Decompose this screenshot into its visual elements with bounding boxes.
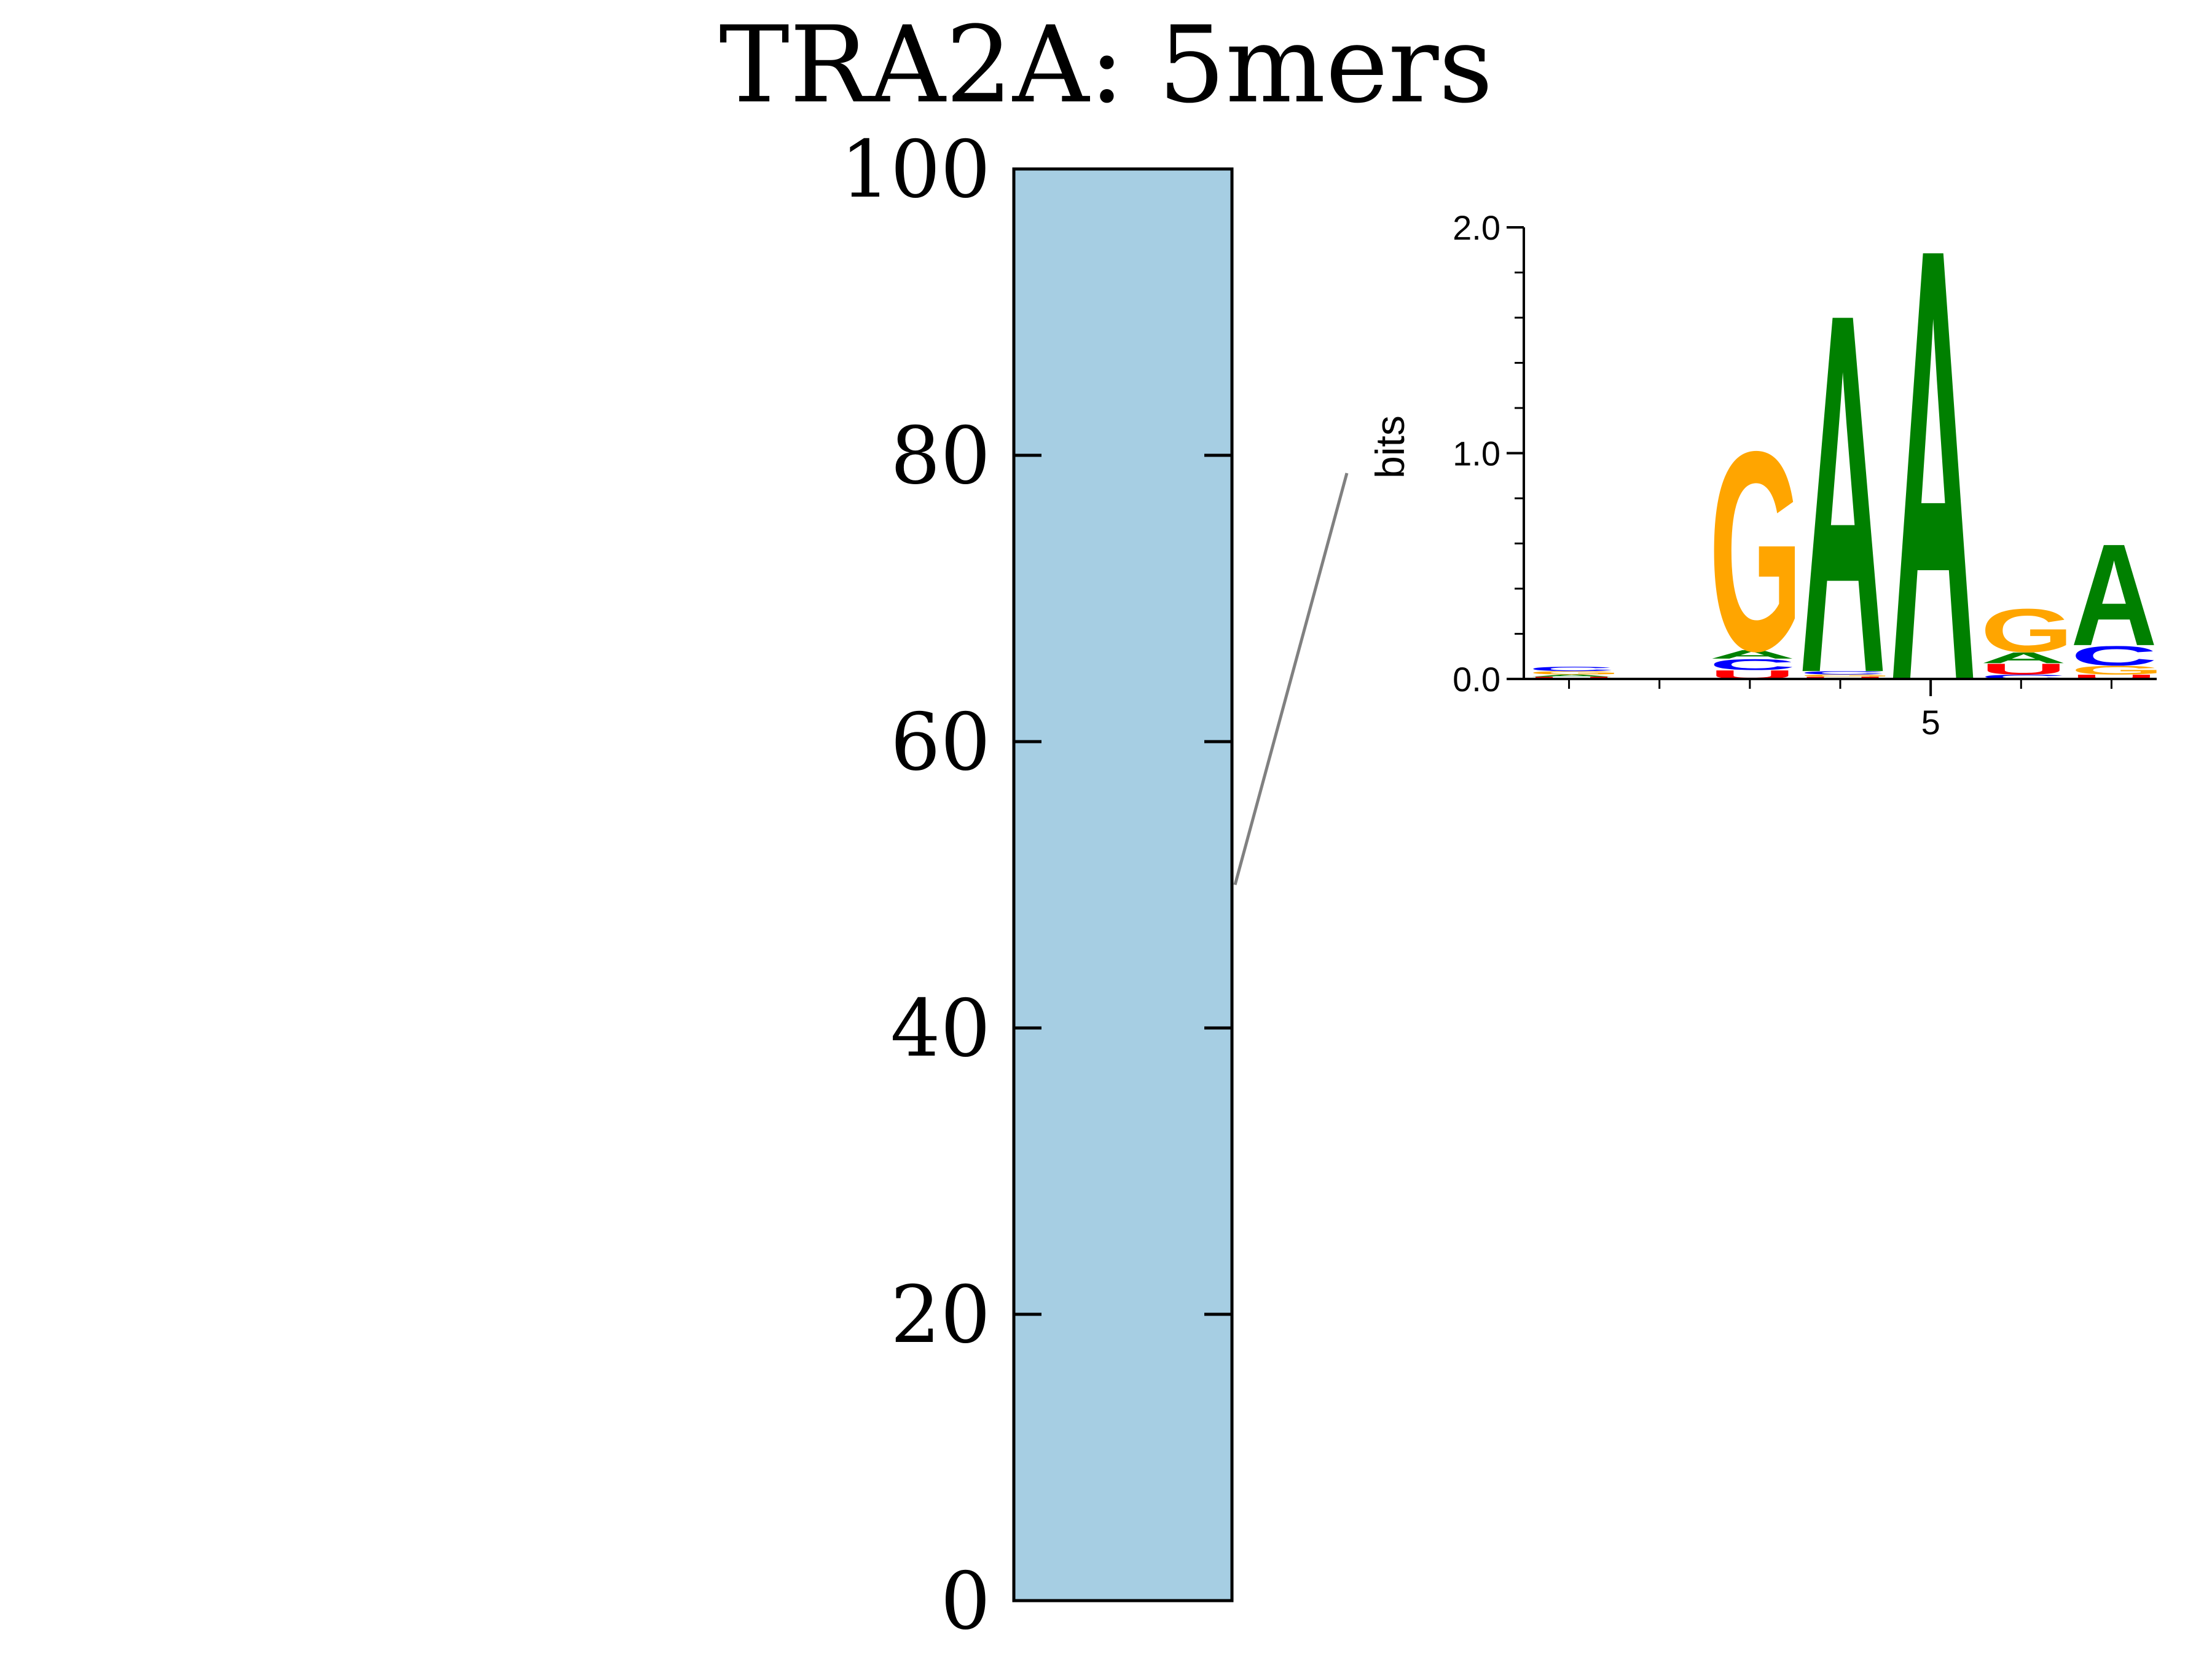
- logo-letter-glyph: A: [1890, 119, 1977, 810]
- logo-letter-glyph: A: [1709, 648, 1796, 661]
- logo-letter-glyph: A: [1528, 674, 1615, 678]
- bar: [1014, 169, 1232, 1601]
- logo-letter-A: A: [1890, 119, 1977, 810]
- logo-letter-U: U: [2071, 673, 2157, 680]
- y-tick-label: 0: [941, 1556, 990, 1647]
- logo-letter-A: A: [1980, 649, 2067, 667]
- inset-y-tick-label: 1.0: [1453, 434, 1500, 473]
- logo-letter-glyph: G: [2071, 664, 2163, 677]
- logo-letter-glyph: C: [2071, 640, 2157, 672]
- logo-letter-glyph: G: [1528, 670, 1621, 675]
- logo-letter-C: C: [2071, 640, 2157, 672]
- inset-x-tick-label: 5: [1921, 703, 1940, 742]
- logo-letter-G: G: [1709, 393, 1802, 711]
- logo-letter-glyph: C: [1980, 673, 2067, 680]
- y-tick-label: 60: [890, 697, 990, 788]
- y-tick-label: 40: [890, 983, 990, 1075]
- logo-letter-glyph: A: [2071, 514, 2157, 676]
- logo-letter-G: G: [2071, 664, 2163, 677]
- logo-letter-G: G: [1528, 670, 1621, 675]
- logo-letter-G: G: [1980, 596, 2073, 665]
- inset-y-tick-label: 0.0: [1453, 660, 1500, 699]
- logo-letter-glyph: C: [1800, 670, 1886, 675]
- logo-letter-U: U: [1980, 661, 2067, 678]
- axes-frame: [1012, 167, 1234, 1602]
- y-tick-label: 80: [890, 410, 990, 502]
- chart-title: TRA2A: 5mers: [719, 3, 1493, 127]
- inset-y-tick-label: 2.0: [1453, 208, 1500, 247]
- y-tick-label: 20: [890, 1269, 990, 1361]
- inset-connector-line: [1233, 473, 1349, 885]
- logo-letter-C: C: [1980, 673, 2067, 680]
- logo-letter-glyph: G: [1980, 596, 2073, 665]
- logo-letter-glyph: U: [2071, 673, 2157, 680]
- logo-letter-A: A: [1800, 206, 1886, 780]
- inset-ylabel: bits: [1367, 415, 1413, 479]
- logo-letter-glyph: U: [1980, 661, 2067, 678]
- logo-letter-glyph: C: [1528, 665, 1615, 672]
- logo-letter-glyph: A: [1980, 649, 2067, 667]
- logo-letters: UAGCUCAGUGCAACUAGUGCA: [1528, 119, 2163, 810]
- logo-letter-glyph: C: [1709, 656, 1796, 673]
- logo-letter-A: A: [1709, 648, 1796, 661]
- logo-letter-glyph: G: [1800, 674, 1892, 678]
- logo-letter-C: C: [1800, 670, 1886, 675]
- logo-letter-glyph: A: [1800, 206, 1886, 780]
- logo-letter-A: A: [1528, 674, 1615, 678]
- logo-letter-A: A: [2071, 514, 2157, 676]
- logo-letter-C: C: [1709, 656, 1796, 673]
- logo-letter-G: G: [1800, 674, 1892, 678]
- logo-letter-glyph: G: [1709, 393, 1802, 711]
- logo-letter-C: C: [1528, 665, 1615, 672]
- y-tick-label: 100: [841, 124, 990, 216]
